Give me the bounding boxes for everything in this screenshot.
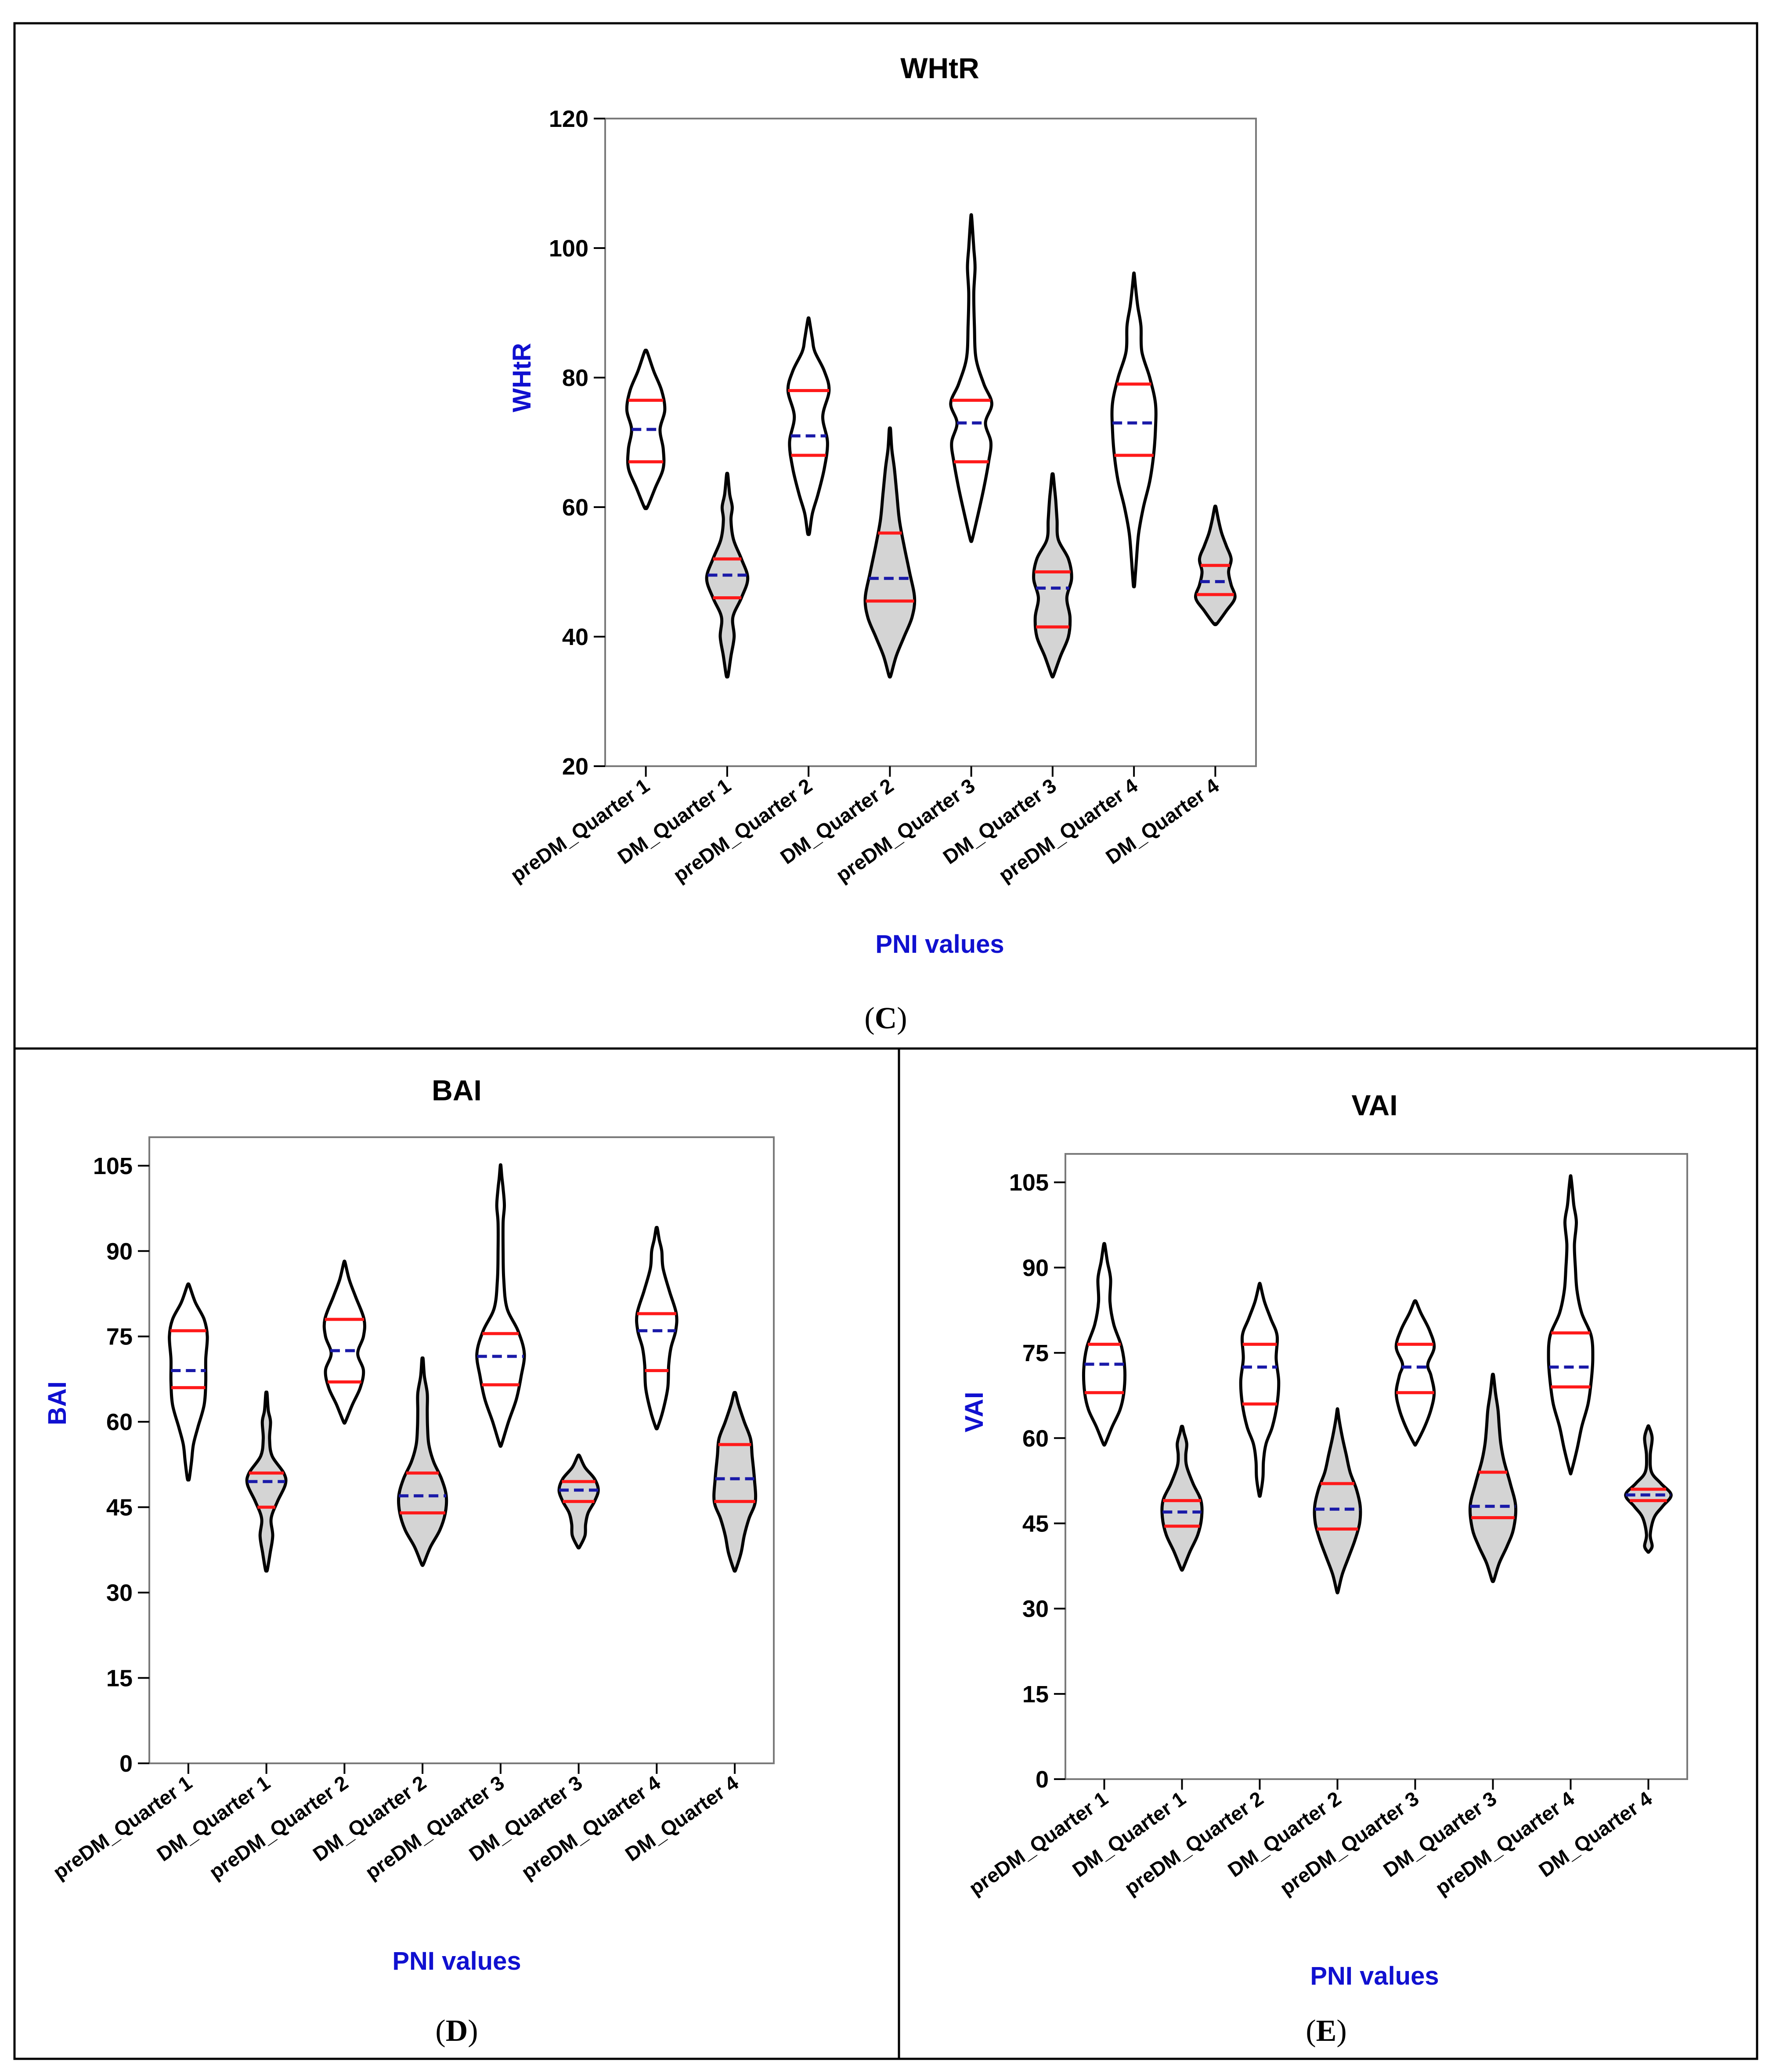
panel-d-title: BAI	[432, 1074, 482, 1106]
panel-e-x-tick-label: preDM_Quarter 4	[1431, 1787, 1579, 1899]
panel-d-y-tick-label: 0	[119, 1751, 133, 1777]
panel-e-violin-2	[1160, 1424, 1204, 1572]
panel-d-y-tick-label: 105	[93, 1153, 133, 1179]
panel-e-y-tick-label: 75	[1022, 1340, 1049, 1366]
panel-d-x-tick-label: preDM_Quarter 3	[361, 1771, 509, 1884]
panel-c-violin-1	[625, 349, 667, 510]
panel-d-y-tick-label: 90	[106, 1238, 133, 1265]
panel-d-y-tick-label: 30	[106, 1580, 133, 1606]
panel-d-violin-3	[322, 1259, 367, 1425]
panel-c-y-tick-label: 60	[562, 494, 588, 521]
panel-d-x-tick-label: preDM_Quarter 1	[49, 1771, 196, 1884]
panel-c-violin-6	[1032, 472, 1073, 679]
figure-frame	[13, 22, 1758, 2060]
panel-e-violin-5	[1394, 1299, 1436, 1447]
panel-d-violin-8	[712, 1391, 758, 1573]
panel-e-y-tick-label: 0	[1036, 1766, 1049, 1793]
panel-d-y-tick-label: 60	[106, 1409, 133, 1435]
panel-c-whtr-chart: WHtR WHtR PNI values 20 40 60 80 100 120 preDM…	[506, 52, 1257, 1035]
panel-e-x-tick-label: preDM_Quarter 1	[965, 1787, 1112, 1900]
panel-e-x-tick-label: preDM_Quarter 3	[1276, 1787, 1423, 1900]
panel-e-y-tick-label: 30	[1022, 1596, 1049, 1622]
panel-c-y-tick-label: 40	[562, 624, 588, 650]
panel-d-violin-1	[168, 1282, 209, 1482]
panel-c-y-axis-label: WHtR	[508, 343, 536, 412]
panel-c-x-tick-label: preDM_Quarter 2	[669, 774, 816, 887]
panel-e-plot-frame	[1065, 1153, 1688, 1780]
panel-d-y-tick-label: 45	[106, 1495, 133, 1521]
panel-e-vai-chart: VAI VAI PNI values 0 15 30 45 60 75 90 105 preDM…	[960, 1089, 1688, 2048]
panel-c-title: WHtR	[900, 52, 979, 84]
panel-c-x-tick-label: preDM_Quarter 1	[506, 774, 654, 887]
panel-e-y-tick-label: 90	[1022, 1255, 1049, 1281]
panel-e-caption: (E)	[1306, 2014, 1346, 2048]
panel-d-y-axis-label: BAI	[43, 1381, 72, 1425]
panel-d-x-tick-label: preDM_Quarter 4	[517, 1771, 665, 1884]
panel-c-violin-3	[786, 316, 831, 536]
panel-d-x-tick-label: preDM_Quarter 2	[205, 1771, 353, 1884]
panel-e-y-tick-label: 105	[1009, 1170, 1049, 1196]
panel-c-violin-7	[1110, 271, 1158, 588]
panel-e-x-axis-label: PNI values	[1310, 1962, 1439, 1990]
panel-e-x-tick-label: preDM_Quarter 2	[1120, 1787, 1268, 1900]
panel-d-violin-4	[397, 1356, 448, 1567]
panel-c-x-tick-label: preDM_Quarter 3	[832, 774, 979, 887]
panel-c-y-tick-label: 80	[562, 365, 588, 391]
panel-d-plot-frame	[148, 1136, 775, 1764]
panel-d-x-axis-label: PNI values	[392, 1947, 521, 1975]
panel-e-title: VAI	[1351, 1089, 1397, 1121]
panel-c-plot-frame	[604, 118, 1257, 767]
panel-d-y-tick-label: 15	[106, 1665, 133, 1692]
panel-c-y-tick-label: 20	[562, 753, 588, 780]
panel-e-violin-4	[1313, 1407, 1362, 1595]
panel-c-caption: (C)	[864, 1002, 907, 1035]
panel-d-caption: (D)	[435, 2014, 478, 2048]
panel-e-y-tick-label: 60	[1022, 1425, 1049, 1452]
panel-e-violin-6	[1468, 1373, 1518, 1583]
panel-d-violin-5	[475, 1163, 526, 1448]
panel-e-y-axis-label: VAI	[960, 1392, 989, 1432]
panel-d-bai-chart: BAI BAI PNI values 0 15 30 45 60 75 90 105 preDM…	[43, 1074, 775, 2048]
panel-c-y-tick-label: 100	[549, 235, 588, 262]
panel-d-violin-7	[635, 1226, 678, 1431]
panel-c-x-tick-label: preDM_Quarter 4	[994, 774, 1142, 886]
panel-e-violin-3	[1239, 1282, 1281, 1498]
panel-c-violin-4	[863, 426, 917, 679]
panel-c-violin-5	[949, 213, 993, 543]
panel-d-y-tick-label: 75	[106, 1324, 133, 1350]
panel-c-x-axis-label: PNI values	[875, 930, 1004, 959]
panel-e-violin-7	[1547, 1174, 1595, 1476]
panel-e-y-tick-label: 45	[1022, 1510, 1049, 1537]
panel-e-y-tick-label: 15	[1022, 1681, 1049, 1708]
panel-c-y-tick-label: 120	[549, 106, 588, 132]
